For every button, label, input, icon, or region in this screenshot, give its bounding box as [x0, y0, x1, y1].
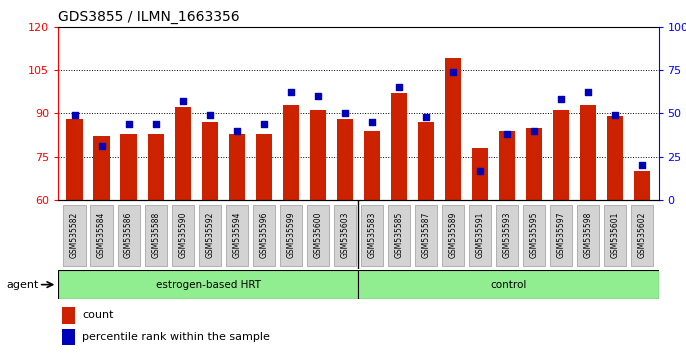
FancyBboxPatch shape [577, 205, 600, 266]
Text: GSM535592: GSM535592 [205, 211, 214, 258]
Text: GSM535594: GSM535594 [233, 211, 241, 258]
Point [447, 69, 458, 74]
Text: GSM535601: GSM535601 [611, 211, 619, 258]
Text: GSM535603: GSM535603 [340, 211, 349, 258]
Bar [635, 171, 650, 200]
Bar [445, 58, 461, 200]
Bar [499, 131, 515, 200]
FancyBboxPatch shape [172, 205, 193, 266]
Point [501, 131, 512, 137]
Bar [147, 133, 164, 200]
Text: GSM535590: GSM535590 [178, 211, 187, 258]
FancyBboxPatch shape [252, 205, 275, 266]
Text: count: count [82, 310, 114, 320]
Text: agent: agent [7, 280, 39, 290]
Text: GSM535589: GSM535589 [449, 211, 458, 258]
Bar [283, 105, 299, 200]
FancyBboxPatch shape [604, 205, 626, 266]
Point [421, 114, 431, 120]
Point [231, 128, 242, 133]
Text: GSM535596: GSM535596 [259, 211, 268, 258]
Bar [256, 133, 272, 200]
Point [150, 121, 161, 126]
Text: GSM535602: GSM535602 [638, 211, 647, 258]
Point [610, 112, 621, 118]
Text: control: control [490, 280, 527, 290]
Point [123, 121, 134, 126]
Text: GSM535584: GSM535584 [97, 211, 106, 258]
FancyBboxPatch shape [334, 205, 356, 266]
Point [285, 90, 296, 95]
FancyBboxPatch shape [307, 205, 329, 266]
FancyBboxPatch shape [145, 205, 167, 266]
FancyBboxPatch shape [63, 205, 86, 266]
Point [204, 112, 215, 118]
Text: estrogen-based HRT: estrogen-based HRT [156, 280, 261, 290]
FancyBboxPatch shape [442, 205, 464, 266]
Text: GSM535595: GSM535595 [530, 211, 539, 258]
Text: GSM535585: GSM535585 [394, 211, 403, 258]
Text: GSM535598: GSM535598 [584, 211, 593, 258]
FancyBboxPatch shape [199, 205, 221, 266]
Bar [93, 136, 110, 200]
Text: GSM535586: GSM535586 [124, 211, 133, 258]
FancyBboxPatch shape [469, 205, 491, 266]
Bar [472, 148, 488, 200]
Point [177, 98, 188, 104]
Bar [121, 133, 137, 200]
FancyBboxPatch shape [358, 270, 659, 299]
FancyBboxPatch shape [226, 205, 248, 266]
Text: GSM535582: GSM535582 [70, 211, 79, 258]
FancyBboxPatch shape [280, 205, 302, 266]
Bar [364, 131, 380, 200]
FancyBboxPatch shape [631, 205, 654, 266]
Point [529, 128, 540, 133]
FancyBboxPatch shape [415, 205, 437, 266]
FancyBboxPatch shape [496, 205, 518, 266]
Point [69, 112, 80, 118]
Bar [67, 119, 82, 200]
Bar [310, 110, 326, 200]
Point [637, 162, 648, 168]
Bar [174, 108, 191, 200]
Bar [62, 307, 75, 324]
Text: GSM535591: GSM535591 [475, 211, 484, 258]
Text: GDS3855 / ILMN_1663356: GDS3855 / ILMN_1663356 [58, 10, 240, 24]
Text: GSM535600: GSM535600 [314, 211, 322, 258]
Point [96, 143, 107, 149]
FancyBboxPatch shape [523, 205, 545, 266]
Bar [553, 110, 569, 200]
Text: GSM535593: GSM535593 [503, 211, 512, 258]
FancyBboxPatch shape [117, 205, 140, 266]
Bar [202, 122, 218, 200]
Text: GSM535597: GSM535597 [557, 211, 566, 258]
Bar [526, 128, 543, 200]
Text: GSM535588: GSM535588 [151, 211, 160, 258]
Point [583, 90, 594, 95]
FancyBboxPatch shape [91, 205, 113, 266]
FancyBboxPatch shape [550, 205, 572, 266]
Bar [228, 133, 245, 200]
Point [366, 119, 377, 125]
Text: percentile rank within the sample: percentile rank within the sample [82, 332, 270, 342]
Text: GSM535587: GSM535587 [421, 211, 431, 258]
FancyBboxPatch shape [361, 205, 383, 266]
Bar [391, 93, 407, 200]
Text: GSM535583: GSM535583 [368, 211, 377, 258]
Point [394, 84, 405, 90]
Bar [62, 329, 75, 345]
Point [340, 110, 351, 116]
FancyBboxPatch shape [58, 270, 358, 299]
Bar [607, 116, 624, 200]
Point [556, 97, 567, 102]
Bar [580, 105, 596, 200]
Bar [337, 119, 353, 200]
Point [259, 121, 270, 126]
FancyBboxPatch shape [388, 205, 410, 266]
Point [475, 168, 486, 173]
Bar [418, 122, 434, 200]
Text: GSM535599: GSM535599 [286, 211, 296, 258]
Point [312, 93, 323, 99]
